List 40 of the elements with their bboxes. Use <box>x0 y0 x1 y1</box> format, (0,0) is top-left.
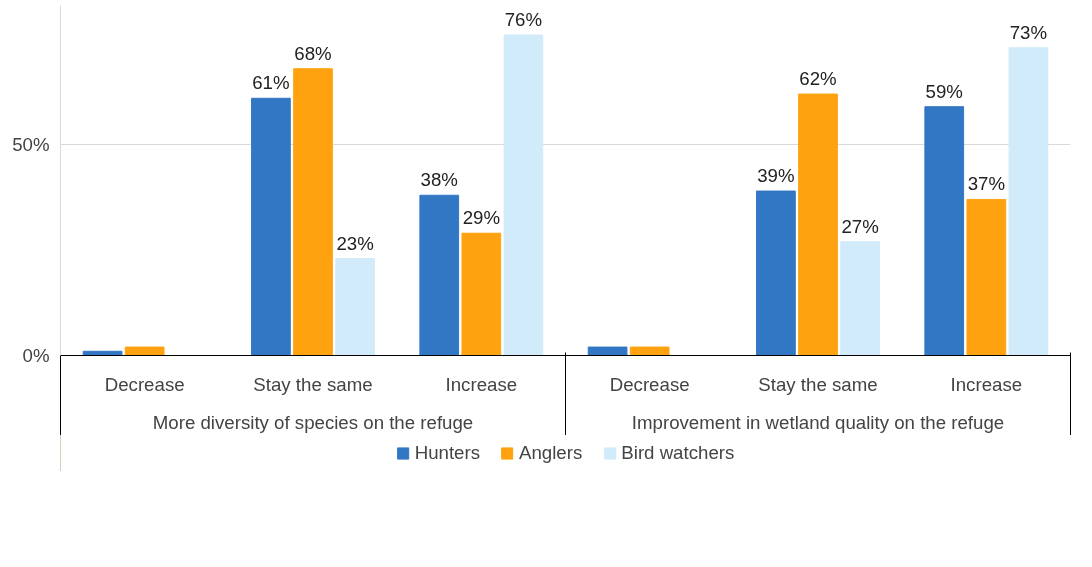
legend-label: Hunters <box>414 442 481 464</box>
data-label: 61% <box>252 72 290 94</box>
data-label: 62% <box>799 68 837 90</box>
x-tick-label: Increase <box>445 373 518 395</box>
x-tick-label: Stay the same <box>253 373 373 395</box>
bar <box>419 194 460 356</box>
y-tick-label: 50% <box>12 134 50 156</box>
bar <box>798 93 838 356</box>
bar <box>461 232 502 356</box>
data-label: 76% <box>504 9 543 31</box>
bar <box>587 346 628 356</box>
bar <box>966 198 1007 356</box>
bar <box>629 346 670 356</box>
bar <box>503 34 544 356</box>
bar <box>335 258 375 356</box>
y-tick-label: 0% <box>22 345 50 366</box>
x-tick-label: Decrease <box>104 373 185 395</box>
legend-label: Anglers <box>519 442 583 464</box>
bar <box>1008 47 1049 356</box>
bar <box>124 346 165 356</box>
bar <box>756 190 796 356</box>
text: More diversity of species on the refuge <box>152 411 474 433</box>
data-label: 29% <box>462 207 501 229</box>
data-label: 23% <box>336 232 374 254</box>
x-tick-label: Decrease <box>609 373 690 395</box>
bar <box>840 241 880 356</box>
data-label: 73% <box>1009 21 1048 43</box>
data-label: 68% <box>294 42 332 64</box>
legend-label: Bird watchers <box>621 442 735 464</box>
data-label: 38% <box>420 169 458 191</box>
data-label: 27% <box>841 215 879 237</box>
bar <box>293 68 333 356</box>
data-label: 59% <box>925 80 963 102</box>
bar <box>924 106 965 356</box>
data-label: 39% <box>757 165 795 187</box>
x-tick-label: Stay the same <box>758 373 878 395</box>
data-label: 37% <box>967 173 1006 195</box>
text: Improvement in wetland quality on the refuge <box>631 411 1005 433</box>
bar <box>251 97 291 356</box>
x-tick-label: Increase <box>950 373 1023 395</box>
